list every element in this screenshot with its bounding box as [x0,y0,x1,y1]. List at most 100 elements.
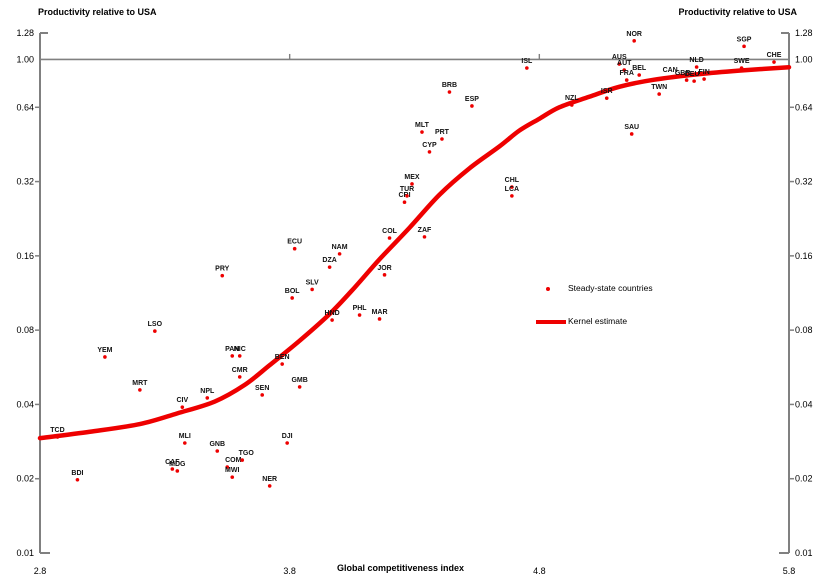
label-PRT: PRT [435,129,450,136]
y-tick-label-left: 0.32 [16,177,34,187]
point-BOL [290,296,294,300]
point-CAN [672,75,676,79]
label-NIC: NIC [234,346,246,353]
point-YEM [103,355,107,359]
point-PRT [440,137,444,141]
point-BEL [637,73,641,77]
point-COL [387,236,392,240]
point-CRI [402,200,407,204]
point-TUR [405,194,409,198]
label-PRY: PRY [215,266,229,273]
y-tick-label-left: 0.01 [16,548,34,558]
label-ISL: ISL [521,58,533,65]
label-ECU: ECU [287,239,302,246]
label-TWN: TWN [651,84,667,91]
point-NZL [569,103,574,107]
point-NIC [237,354,242,358]
point-COM [225,465,230,469]
label-SGP: SGP [737,36,752,43]
point-DZA [327,265,332,269]
label-SEN: SEN [255,385,269,392]
point-MRT [138,388,142,392]
point-NAM [337,252,342,256]
point-NOR [632,39,637,43]
y-tick-label-right: 1.28 [795,28,813,38]
point-ISL [525,66,529,70]
label-MLT: MLT [415,122,430,129]
point-CIV [180,405,185,409]
label-HND: HND [325,310,340,317]
legend-scatter-label: Steady-state countries [568,283,653,293]
y-tick-label-right: 0.01 [795,548,813,558]
y-tick-label-right: 0.32 [795,177,813,187]
y-tick-label-left: 0.16 [16,251,34,261]
label-LCA: LCA [505,186,519,193]
label-COL: COL [382,228,398,235]
label-CRI: CRI [398,192,410,199]
point-LSO [153,329,157,333]
label-GMB: GMB [291,377,307,384]
legend-line-marker-icon [536,320,566,324]
label-MDG: MDG [169,461,186,468]
label-BEN: BEN [275,354,290,361]
y-tick-label-left: 1.00 [16,54,34,64]
point-GNB [215,449,220,453]
point-SEN [260,393,265,397]
label-CHL: CHL [505,177,520,184]
y-tick-label-right: 1.00 [795,54,813,64]
legend-kernel-label: Kernel estimate [568,316,628,326]
point-CHL [510,185,514,189]
label-AUS: AUS [612,54,627,61]
y-tick-label-left: 0.64 [16,102,34,112]
point-SAU [629,132,634,136]
y-tick-label-left: 1.28 [16,28,34,38]
y-axis-title-right: Productivity relative to USA [678,7,797,17]
point-SLV [310,287,314,292]
point-AUS [617,62,622,66]
point-CMR [237,375,242,379]
point-JOR [382,273,387,277]
y-tick-label-left: 0.04 [16,399,34,409]
point-DEU [692,79,696,83]
label-SWE: SWE [734,58,750,65]
point-PHL [357,313,362,317]
label-COM: COM [225,457,242,464]
label-PAN: PAN [225,346,239,353]
legend-entry-scatter: Steady-state countries [546,283,653,294]
y-tick-label-right: 0.16 [795,251,813,261]
point-NLD [694,65,699,69]
x-tick-label: 2.8 [34,566,47,576]
label-SAU: SAU [624,124,639,131]
point-NPL [205,396,210,400]
point-AUT [622,68,627,72]
label-CAF: CAF [165,459,180,466]
point-LCA [510,194,514,198]
label-GNB: GNB [209,441,225,448]
legend-entry-kernel: Kernel estimate [536,316,627,327]
point-CHE [772,60,776,64]
point-MWI [230,475,235,479]
label-JOR: JOR [377,265,391,272]
label-NZL: NZL [565,95,579,102]
x-tick-label: 4.8 [533,566,546,576]
label-FRA: FRA [620,70,634,77]
point-ISR [604,96,609,100]
point-BDI [75,477,80,482]
point-PRY [220,273,225,278]
label-SLV: SLV [306,279,319,286]
label-NPL: NPL [200,388,215,395]
y-tick-label-right: 0.64 [795,102,813,112]
label-MRT: MRT [132,380,148,387]
label-GBR: GBR [675,70,691,77]
point-ECU [292,246,297,251]
label-NAM: NAM [332,244,348,251]
legend-scatter-marker-icon [546,287,550,291]
label-MAR: MAR [372,309,388,316]
label-NLD: NLD [689,57,703,64]
label-MEX: MEX [404,174,420,181]
point-MLI [183,441,187,445]
label-CMR: CMR [232,367,248,374]
point-SGP [742,44,746,49]
